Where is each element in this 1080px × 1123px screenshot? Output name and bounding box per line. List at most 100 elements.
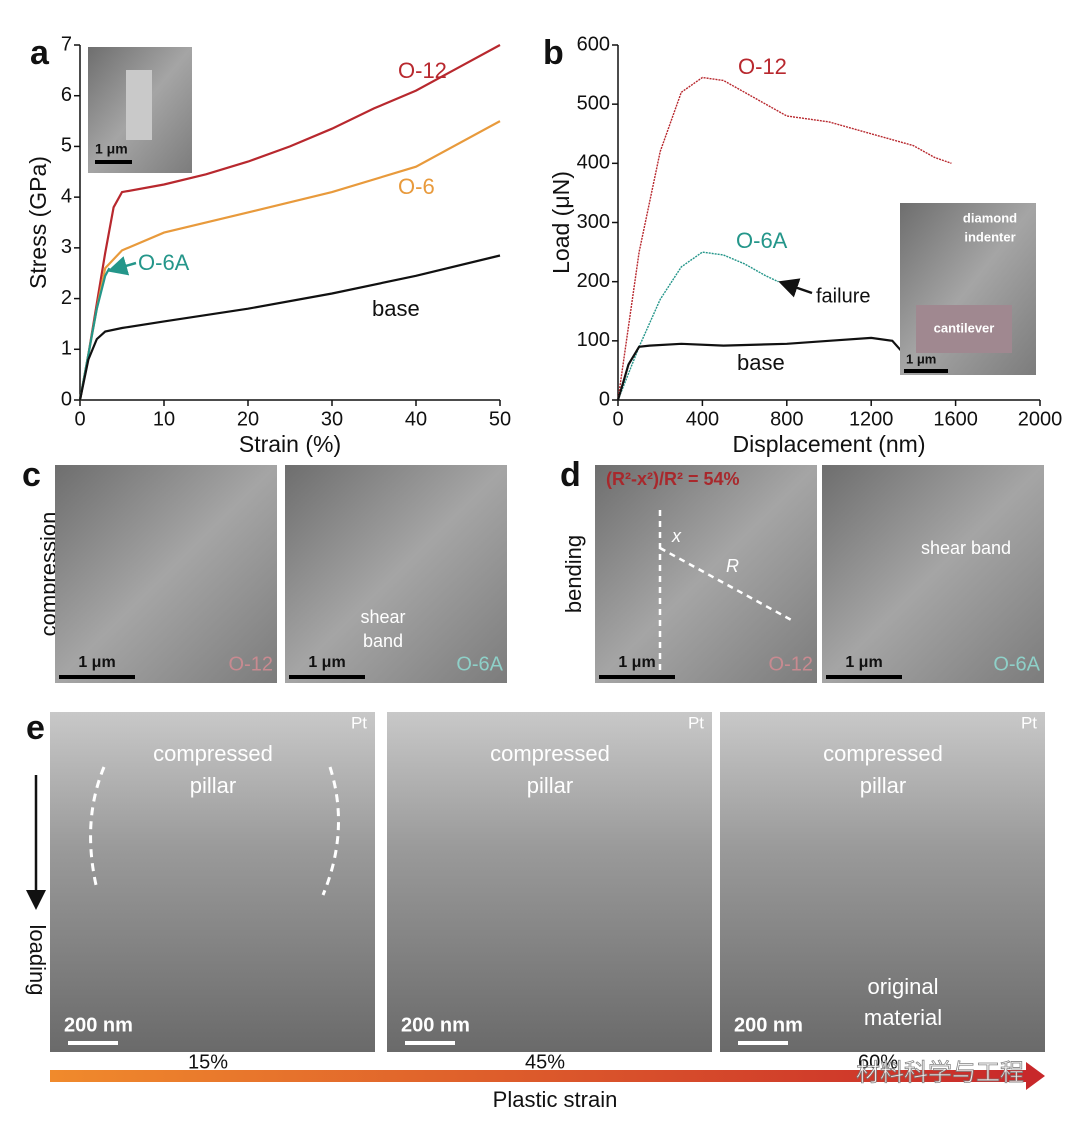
y-tick-label: 0 [599,388,610,410]
x-tick-label: 400 [686,408,719,430]
x-tick-label: 0 [612,408,623,430]
corner-label: Pt [1021,713,1037,732]
panel-letter: d [560,456,581,494]
scale-label: 1 μm [95,141,128,157]
dash-line [321,766,341,896]
image-tag: O-6A [456,653,503,675]
y-tick-label: 100 [577,329,610,351]
y-tick-label: 300 [577,211,610,233]
y-tick-label: 200 [577,270,610,292]
sem-image [285,465,507,683]
strain-bar [50,1070,1030,1082]
x-tick-label: 1600 [933,408,978,430]
image-tag: O-12 [769,653,813,675]
strain-label: 15% [188,1051,228,1073]
strain-label: 60% [858,1051,898,1073]
series-label: O-6A [138,250,190,275]
series-label: O-12 [398,58,447,83]
side-label: loading [25,925,50,996]
image-label: compressed [490,741,610,766]
annotation: failure [816,285,870,307]
corner-label: Pt [688,713,704,732]
pillar [126,70,152,140]
panel-letter: c [22,456,41,494]
series-line [78,254,501,401]
y-tick-label: 1 [61,338,72,360]
x-axis-label: Strain (%) [239,431,341,457]
scale-label: 1 μm [845,654,882,671]
x-tick-label: 10 [153,408,175,430]
image-note: shear band [921,538,1011,558]
formula: (R²-x²)/R² = 54% [606,469,740,489]
inset-label: diamond [963,210,1017,225]
x-tick-label: 50 [489,408,511,430]
y-tick-label: 2 [61,287,72,309]
annotation-arrow [107,256,137,276]
axis-label: Plastic strain [493,1087,618,1112]
series-line [617,76,952,401]
tem-image [387,712,712,1052]
y-tick-label: 500 [577,92,610,114]
series-line [616,336,904,401]
dash-line [89,766,106,886]
y-tick-label: 600 [577,33,610,55]
strain-arrowhead [1026,1062,1045,1090]
x-tick-label: 800 [770,408,803,430]
image-note: band [363,631,403,651]
sem-image [55,465,277,683]
scale-label: 1 μm [618,654,655,671]
side-label: bending [561,535,586,613]
image-label: pillar [527,773,573,798]
series-label: base [737,350,785,375]
mark-label: x [671,526,682,546]
x-tick-label: 0 [74,408,85,430]
x-tick-label: 20 [237,408,259,430]
sem-image [822,465,1044,683]
scale-label: 200 nm [64,1014,133,1036]
image-label: pillar [190,773,236,798]
corner-label: Pt [351,713,367,732]
image-label: material [864,1005,942,1030]
y-axis-label: Stress (GPa) [25,156,51,289]
image-tag: O-12 [229,653,273,675]
scale-label: 1 μm [308,654,345,671]
inset-label: cantilever [934,320,995,335]
tem-image [720,712,1045,1052]
watermark: 材料科学与工程 [856,1059,1024,1086]
mark-label: R [726,556,739,576]
series-label: O-12 [738,54,787,79]
annotation-arrow [778,278,813,298]
image-label: compressed [823,741,943,766]
series-line [78,44,501,401]
panel-letter: a [30,34,50,72]
scale-label: 200 nm [734,1014,803,1036]
y-tick-label: 7 [61,33,72,55]
scale-label: 1 μm [78,654,115,671]
dash-line [659,546,796,624]
y-tick-label: 3 [61,236,72,258]
x-tick-label: 2000 [1018,408,1063,430]
scale-label: 1 μm [906,351,936,366]
x-axis-label: Displacement (nm) [733,431,926,457]
image-tag: O-6A [993,653,1040,675]
image-note: shear [360,607,405,627]
x-tick-label: 1200 [849,408,894,430]
inset-label: indenter [964,229,1015,244]
panel-letter: e [26,709,45,747]
x-tick-label: 30 [321,408,343,430]
scale-label: 200 nm [401,1014,470,1036]
series-label: base [372,296,420,321]
x-tick-label: 40 [405,408,427,430]
y-axis-label: Load (μN) [548,171,574,274]
y-tick-label: 6 [61,84,72,106]
image-label: compressed [153,741,273,766]
image-label: pillar [860,773,906,798]
series-line [617,251,779,401]
strain-label: 45% [525,1051,565,1073]
y-tick-label: 0 [61,388,72,410]
series-label: O-6A [736,228,788,253]
y-tick-label: 5 [61,135,72,157]
y-tick-label: 400 [577,152,610,174]
panel-letter: b [543,34,564,72]
